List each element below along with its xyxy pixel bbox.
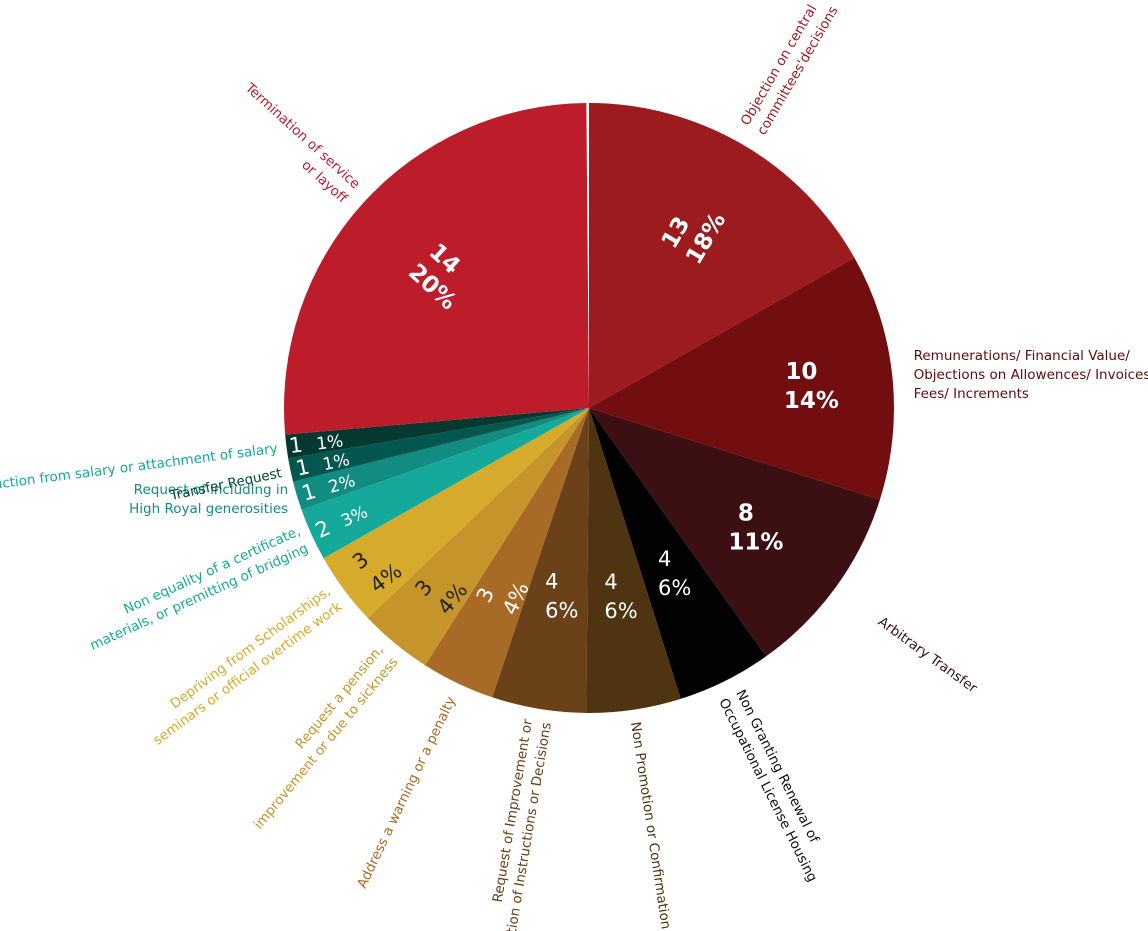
slice-category-line: Fees/ Increments <box>914 386 1029 402</box>
slice-category-line: Request of including in <box>134 482 289 498</box>
pie-slice <box>589 408 880 657</box>
slice-category-line: Occupational License Housing <box>715 696 820 885</box>
pie-slice <box>288 408 589 482</box>
slice-value-label: 4 6% <box>658 547 691 600</box>
slice-percent: 11% <box>728 529 783 555</box>
slice-percent: 6% <box>604 599 637 623</box>
slice-count: 4 <box>545 570 558 594</box>
slice-category-line: Remunerations/ Financial Value/ <box>914 348 1131 364</box>
slice-category-line: High Royal generosities <box>129 501 288 517</box>
slice-value-label: 4 6% <box>604 570 637 623</box>
slice-category-line: improvement or due to sickness <box>251 654 402 832</box>
slice-category-label: Non Promotion or Confirmation <box>627 721 674 931</box>
slice-value-label: 4 6% <box>545 570 578 623</box>
slice-category-line: Objections on Allowences/ Invoices/ <box>914 367 1148 383</box>
pie-slice <box>283 103 589 435</box>
pie-slice <box>285 408 589 459</box>
pie-slice <box>589 103 855 408</box>
slice-percent: 14% <box>784 388 839 414</box>
slice-value-label: 10 14% <box>784 359 839 414</box>
slice-category-label: Termination of serviceor layoff <box>228 79 363 206</box>
pie-slice <box>293 408 589 510</box>
slice-count: 4 <box>604 570 617 594</box>
slice-category-line: Termination of service <box>241 79 363 192</box>
slice-value-label: 8 11% <box>728 500 783 555</box>
slice-count: 10 <box>785 359 817 385</box>
slice-count: 1 <box>299 479 319 506</box>
pie-slice <box>586 408 681 714</box>
slice-category-label: Objection on centralcommittees'decisions <box>738 0 842 138</box>
slice-category-label: Request of Improvement orExecution of In… <box>478 718 555 931</box>
pie-slice <box>425 408 589 698</box>
slice-category-label: Arbitrary Transfer <box>875 614 981 697</box>
slice-count: 8 <box>738 500 754 526</box>
pie-slice <box>367 408 589 666</box>
slice-category-label: Address a warning or a penalty <box>354 694 459 891</box>
slice-count: 1 <box>294 454 312 480</box>
slice-percent: 6% <box>545 599 578 623</box>
pie-slices <box>283 103 894 714</box>
slice-category-label: Non Granting Renewal ofOccupational Lice… <box>715 687 837 884</box>
slice-category-line: Address a warning or a penalty <box>354 694 459 891</box>
slice-category-line: Arbitrary Transfer <box>875 614 981 697</box>
slice-percent: 6% <box>658 576 691 600</box>
slice-category-label: Request of including in High Royal genero… <box>129 482 288 517</box>
slice-category-label: Remunerations/ Financial Value/Objection… <box>914 348 1148 402</box>
pie-slice <box>492 408 589 713</box>
slice-count: 4 <box>658 547 671 571</box>
pie-slice <box>323 408 589 618</box>
pie-slice <box>589 257 894 500</box>
pie-slice <box>589 408 767 699</box>
slice-value-label: 1 1% <box>288 427 345 458</box>
pie-slice <box>301 408 589 559</box>
slice-count: 1 <box>288 433 304 459</box>
slice-category-line: Non Promotion or Confirmation <box>627 721 674 931</box>
slice-percent: 1% <box>315 431 344 454</box>
